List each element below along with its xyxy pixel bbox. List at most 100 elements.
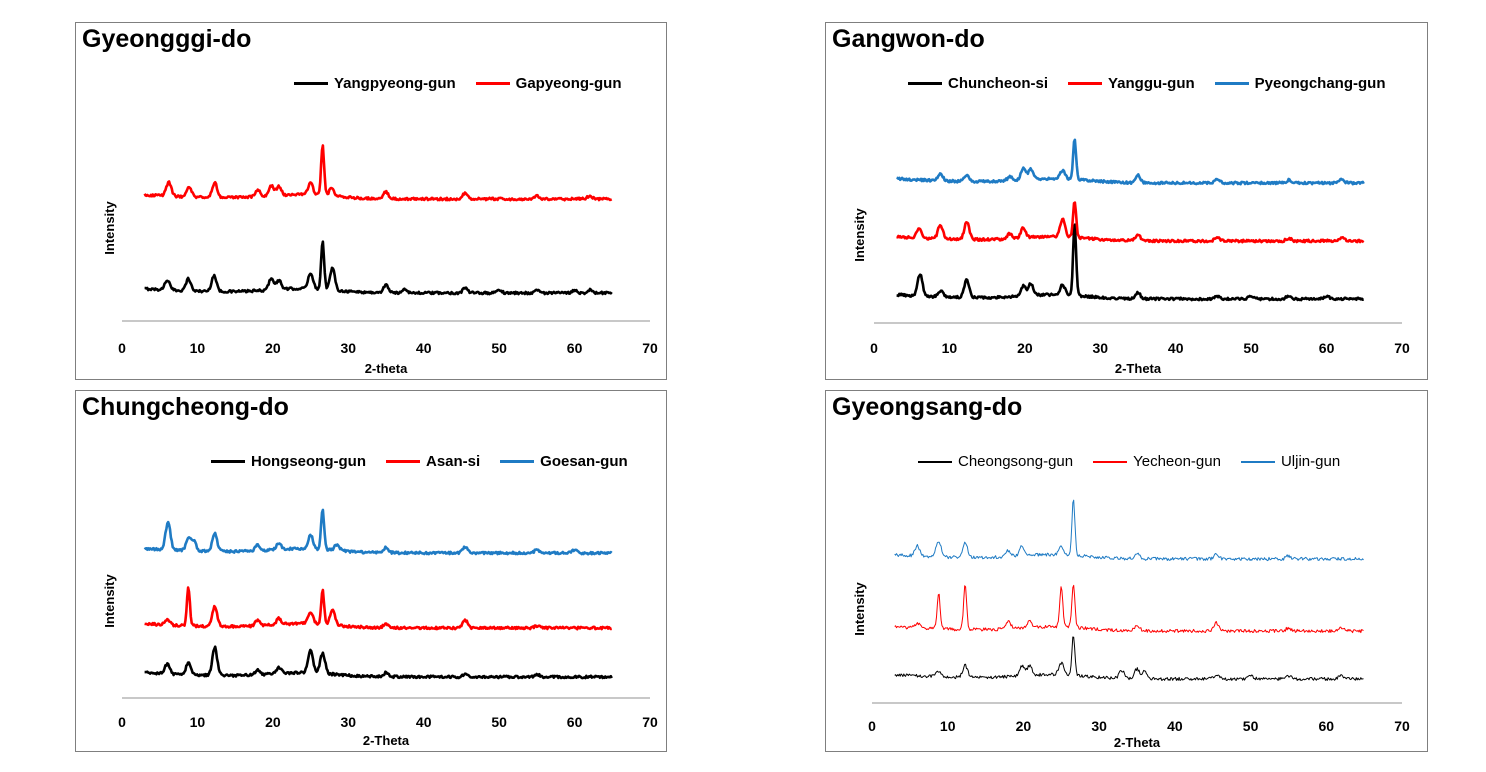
legend-item: Yanggu-gun <box>1068 75 1195 92</box>
chart-title: Gyeongsang-do <box>832 393 1023 421</box>
series-line-chuncheon-si <box>896 223 1365 302</box>
legend-label: Gapyeong-gun <box>515 75 622 92</box>
xrd-plot: 0 10 20 30 40 50 60 70 2-Theta Intensity <box>852 499 1410 750</box>
series-line-yecheon-gun <box>894 584 1364 634</box>
legend-item: Hongseong-gun <box>211 453 366 470</box>
x-tick-label: 10 <box>190 340 206 356</box>
x-tick-label: 70 <box>1394 718 1410 734</box>
x-tick-label: 60 <box>1319 340 1335 356</box>
chart-legend: Chuncheon-si Yanggu-gun Pyeongchang-gun <box>908 75 1406 92</box>
legend-swatch <box>908 82 942 85</box>
x-tick-label: 60 <box>1318 718 1334 734</box>
series-line-yanggu-gun <box>896 201 1365 244</box>
legend-item: Pyeongchang-gun <box>1214 75 1386 92</box>
legend-swatch <box>1214 82 1249 85</box>
chart-title: Gangwon-do <box>832 25 985 53</box>
legend-item: Yecheon-gun <box>1093 453 1221 470</box>
x-tick-label: 20 <box>1017 340 1033 356</box>
chart-panel-gyeongsang: Gyeongsang-do Cheongsong-gun Yecheon-gun… <box>825 390 1428 752</box>
legend-swatch <box>918 460 952 463</box>
legend-label: Cheongsong-gun <box>958 453 1074 470</box>
xrd-plot: 0 10 20 30 40 50 60 70 2-Theta Intensity <box>102 508 658 748</box>
x-tick-label: 40 <box>1168 340 1184 356</box>
legend-swatch <box>500 460 535 463</box>
legend-item: Asan-si <box>385 453 481 470</box>
xrd-plot: 0 10 20 30 40 50 60 70 2-Theta Intensity <box>852 138 1410 376</box>
legend-item: Cheongsong-gun <box>918 453 1073 470</box>
x-tick-label: 50 <box>491 714 507 730</box>
x-tick-label: 40 <box>1167 718 1183 734</box>
series-line-pyeongchang-gun <box>896 138 1365 186</box>
x-tick-label: 0 <box>870 340 878 356</box>
y-axis-label: Intensity <box>102 201 117 255</box>
legend-label: Uljin-gun <box>1280 453 1341 470</box>
legend-swatch <box>211 460 245 463</box>
x-tick-label: 20 <box>265 340 281 356</box>
chart-panel-gangwon: Gangwon-do Chuncheon-si Yanggu-gun Pyeon… <box>825 22 1428 380</box>
series-line-uljin-gun <box>894 499 1364 562</box>
x-tick-label: 0 <box>868 718 876 734</box>
y-axis-label: Intensity <box>852 208 867 262</box>
legend-item: Gapyeong-gun <box>475 75 622 92</box>
x-tick-label: 30 <box>340 340 356 356</box>
legend-label: Yecheon-gun <box>1133 453 1221 470</box>
x-tick-label: 10 <box>940 718 956 734</box>
x-tick-label: 70 <box>1394 340 1410 356</box>
series-line-yangpyeong-gun <box>144 240 613 296</box>
x-tick-label: 20 <box>1016 718 1032 734</box>
xrd-plot: 0 10 20 30 40 50 60 70 2-theta Intensity <box>102 144 658 376</box>
legend-label: Yanggu-gun <box>1108 75 1195 92</box>
chart-legend: Hongseong-gun Asan-si Goesan-gun <box>211 453 648 470</box>
x-axis-label: 2-theta <box>365 361 408 376</box>
legend-swatch <box>1240 460 1275 463</box>
x-axis-label: 2-Theta <box>1114 735 1161 750</box>
legend-label: Pyeongchang-gun <box>1254 75 1386 92</box>
legend-swatch <box>294 82 328 85</box>
legend-swatch <box>385 460 420 463</box>
x-axis-label: 2-Theta <box>1115 361 1162 376</box>
legend-swatch <box>475 82 510 85</box>
x-tick-label: 60 <box>567 340 583 356</box>
series-line-asan-si <box>144 586 613 631</box>
x-tick-label: 40 <box>416 340 432 356</box>
legend-label: Goesan-gun <box>540 453 628 470</box>
legend-item: Goesan-gun <box>500 453 628 470</box>
x-tick-label: 30 <box>340 714 356 730</box>
chart-legend: Yangpyeong-gun Gapyeong-gun <box>294 75 642 92</box>
legend-label: Chuncheon-si <box>948 75 1048 92</box>
x-tick-label: 30 <box>1092 340 1108 356</box>
series-line-goesan-gun <box>143 508 613 556</box>
y-axis-label: Intensity <box>102 574 117 628</box>
x-tick-label: 10 <box>942 340 958 356</box>
legend-item: Chuncheon-si <box>908 75 1048 92</box>
series-line-gapyeong-gun <box>143 144 613 202</box>
x-tick-label: 50 <box>1243 340 1259 356</box>
x-tick-label: 0 <box>118 340 126 356</box>
legend-label: Hongseong-gun <box>251 453 366 470</box>
x-tick-label: 30 <box>1091 718 1107 734</box>
x-tick-label: 50 <box>491 340 507 356</box>
legend-item: Uljin-gun <box>1240 453 1341 470</box>
chart-panel-gyeonggi: Gyeongggi-do Yangpyeong-gun Gapyeong-gun… <box>75 22 667 380</box>
series-line-cheongsong-gun <box>894 636 1364 681</box>
x-tick-label: 60 <box>567 714 583 730</box>
legend-swatch <box>1068 82 1102 85</box>
legend-label: Asan-si <box>425 453 481 470</box>
x-tick-label: 70 <box>642 340 658 356</box>
chart-title: Gyeongggi-do <box>82 25 252 53</box>
chart-legend: Cheongsong-gun Yecheon-gun Uljin-gun <box>918 453 1360 470</box>
y-axis-label: Intensity <box>852 582 867 636</box>
chart-title: Chungcheong-do <box>82 393 289 421</box>
x-tick-label: 50 <box>1243 718 1259 734</box>
chart-panel-chungcheong: Chungcheong-do Hongseong-gun Asan-si Goe… <box>75 390 667 752</box>
x-tick-label: 0 <box>118 714 126 730</box>
x-axis-label: 2-Theta <box>363 733 410 748</box>
x-tick-label: 70 <box>642 714 658 730</box>
x-tick-label: 10 <box>190 714 206 730</box>
legend-label: Yangpyeong-gun <box>334 75 456 92</box>
legend-swatch <box>1093 460 1128 463</box>
x-tick-label: 20 <box>265 714 281 730</box>
legend-item: Yangpyeong-gun <box>294 75 456 92</box>
x-tick-label: 40 <box>416 714 432 730</box>
series-line-hongseong-gun <box>144 645 613 680</box>
